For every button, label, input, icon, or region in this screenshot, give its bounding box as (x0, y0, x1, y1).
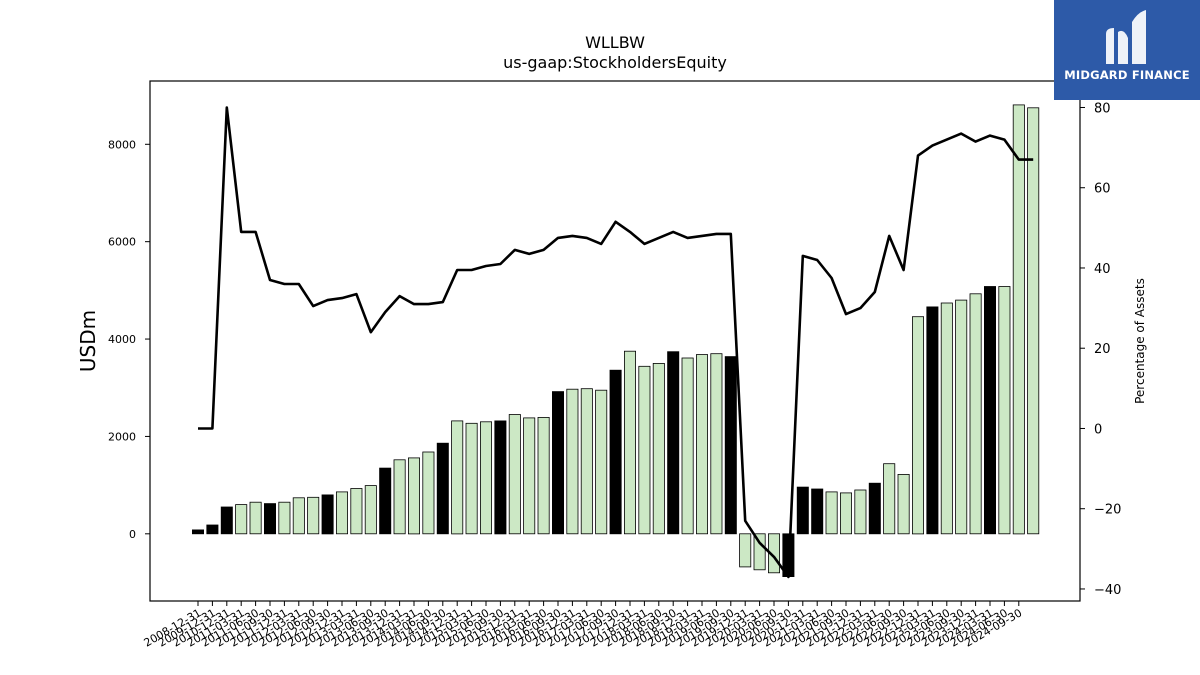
bar (220, 506, 233, 535)
bar (335, 491, 348, 535)
y-tick-label: 4000 (108, 333, 136, 346)
y-tick-label: 2000 (108, 430, 136, 443)
bar (465, 422, 478, 535)
bar (998, 286, 1011, 535)
brand-logo: MIDGARD FINANCE (1054, 0, 1200, 100)
bar (897, 473, 910, 535)
bar (537, 416, 550, 535)
bar (696, 354, 709, 535)
bar (494, 420, 507, 535)
y2-axis-label: Percentage of Assets (1133, 278, 1147, 404)
chart-subtitle: us-gaap:StockholdersEquity (503, 53, 727, 72)
midgard-logo-icon (1106, 10, 1146, 64)
bar (580, 388, 593, 535)
bar (710, 353, 723, 535)
bar (796, 486, 809, 535)
series-line (198, 106, 1034, 579)
bar (350, 488, 363, 535)
bar (479, 421, 492, 535)
bar (652, 362, 665, 535)
bar (638, 365, 651, 535)
y-tick-label: 6000 (108, 236, 136, 249)
bar (191, 529, 204, 535)
y2-tick-label: −20 (1094, 503, 1121, 518)
bar (379, 467, 392, 535)
y-tick-label: 8000 (108, 138, 136, 151)
bar (811, 488, 824, 535)
bar (624, 350, 637, 535)
bar (263, 503, 276, 535)
bar (825, 491, 838, 535)
bar (393, 459, 406, 535)
bar (926, 306, 939, 535)
bar (595, 389, 608, 535)
bar (292, 497, 305, 535)
bar (523, 417, 536, 535)
bar (984, 286, 997, 535)
bar (407, 457, 420, 535)
y2-tick-label: 60 (1094, 182, 1111, 197)
bar (364, 485, 377, 535)
bar (422, 451, 435, 535)
bar (912, 316, 925, 535)
bar (307, 496, 320, 535)
y2-tick-label: 40 (1094, 262, 1111, 277)
plot-frame (149, 80, 1081, 602)
bar (206, 524, 219, 535)
bar (235, 504, 248, 535)
bar (566, 388, 579, 535)
bar (854, 489, 867, 535)
bar (768, 533, 781, 574)
bar (868, 482, 881, 535)
bar (321, 494, 334, 535)
bar (883, 463, 896, 535)
y2-tick-label: 80 (1094, 101, 1111, 116)
bar (955, 299, 968, 535)
y2-tick-label: −40 (1094, 583, 1121, 598)
y-tick-label: 0 (129, 528, 136, 541)
y2-tick-label: 0 (1094, 422, 1102, 437)
brand-name: MIDGARD FINANCE (1064, 68, 1190, 82)
bar (724, 356, 737, 535)
bar (681, 357, 694, 535)
bar (840, 492, 853, 535)
y-axis-label: USDm (76, 310, 100, 372)
bar (609, 369, 622, 535)
bar (249, 501, 262, 535)
bar (436, 442, 449, 535)
bar (739, 533, 752, 568)
bar (969, 293, 982, 535)
bar (552, 391, 565, 535)
bar (940, 302, 953, 535)
bar (1012, 104, 1025, 535)
bar (451, 420, 464, 535)
bar (508, 414, 521, 535)
y2-tick-label: 20 (1094, 342, 1111, 357)
bar (278, 501, 291, 535)
bar (667, 351, 680, 535)
bar (1027, 107, 1040, 535)
chart-title: WLLBW (585, 33, 645, 52)
bar (753, 533, 766, 571)
